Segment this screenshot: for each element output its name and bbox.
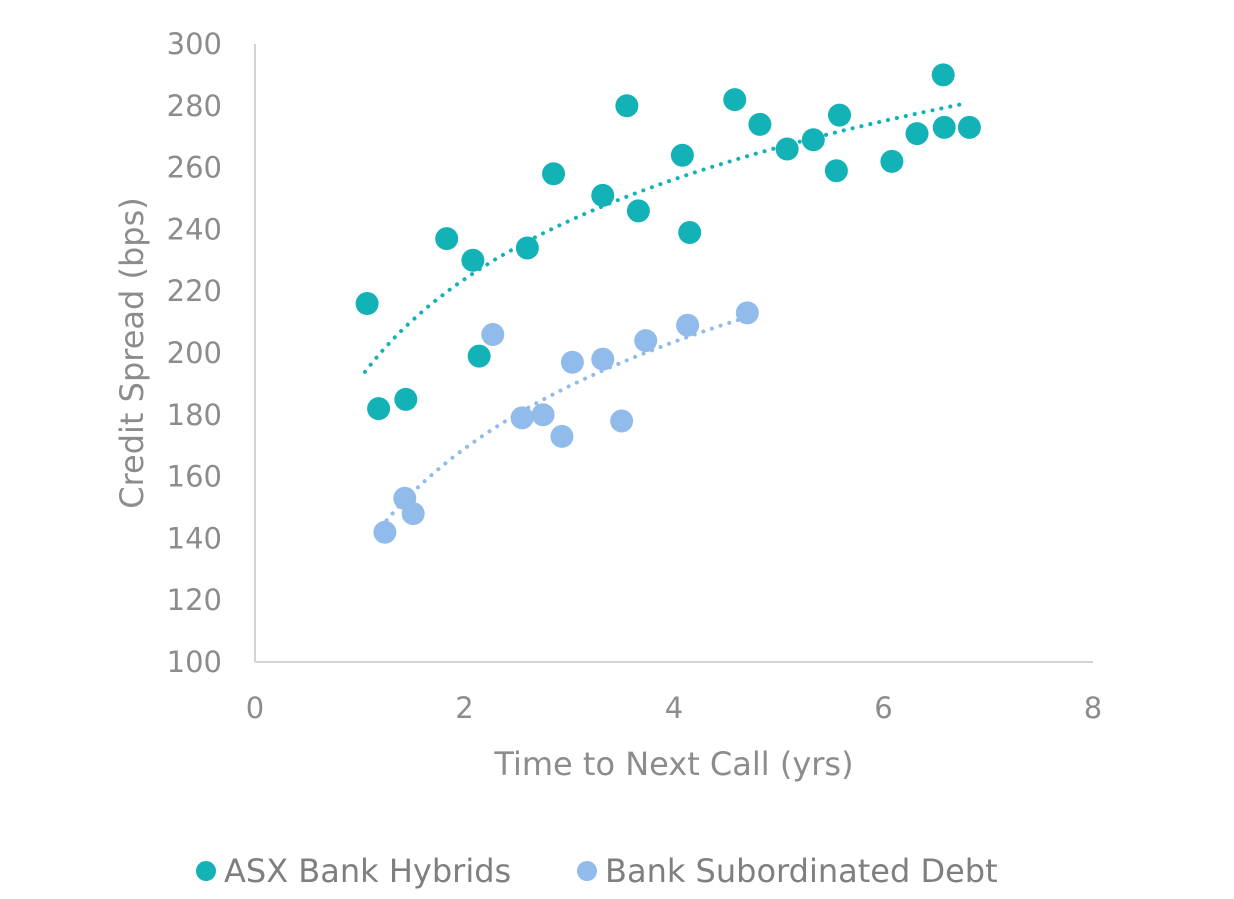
data-point-series-2 <box>401 502 425 526</box>
data-point-series-1 <box>932 115 956 139</box>
y-tick-label: 180 <box>167 398 222 432</box>
data-point-series-1 <box>615 94 639 118</box>
data-point-series-1 <box>678 220 702 244</box>
data-point-series-2 <box>510 406 534 430</box>
data-point-series-1 <box>515 236 539 260</box>
data-point-series-2 <box>373 520 397 544</box>
data-point-series-2 <box>676 313 700 337</box>
y-tick-label: 200 <box>167 336 222 370</box>
data-point-series-1 <box>828 103 852 127</box>
y-tick-label: 280 <box>167 89 222 123</box>
data-point-series-2 <box>634 329 658 353</box>
data-point-series-1 <box>355 292 379 316</box>
data-point-series-1 <box>775 137 799 161</box>
legend-marker-asx-bank-hybrids <box>196 861 216 881</box>
legend-item-bank-subordinated-debt: Bank Subordinated Debt <box>577 852 998 890</box>
data-point-series-1 <box>670 143 694 167</box>
data-point-series-2 <box>550 424 574 448</box>
y-axis-title: Credit Spread (bps) <box>113 197 151 509</box>
data-point-series-2 <box>610 409 634 433</box>
trendline-series-1 <box>363 101 970 374</box>
x-axis-title: Time to Next Call (yrs) <box>493 745 853 783</box>
legend-item-asx-bank-hybrids: ASX Bank Hybrids <box>196 852 511 890</box>
data-point-series-1 <box>542 162 566 186</box>
y-tick-label: 140 <box>167 521 222 555</box>
data-point-series-1 <box>467 344 491 368</box>
x-tick-label: 2 <box>455 691 473 725</box>
legend: ASX Bank Hybrids Bank Subordinated Debt <box>196 852 998 890</box>
data-point-series-2 <box>591 347 615 371</box>
data-point-series-1 <box>367 397 391 421</box>
legend-label-asx-bank-hybrids: ASX Bank Hybrids <box>224 852 511 890</box>
data-point-series-1 <box>461 248 485 272</box>
y-tick-label: 120 <box>167 583 222 617</box>
data-point-series-1 <box>626 199 650 223</box>
data-point-series-1 <box>801 128 825 152</box>
data-point-series-2 <box>560 350 584 374</box>
y-tick-label: 220 <box>167 274 222 308</box>
legend-label-bank-subordinated-debt: Bank Subordinated Debt <box>605 852 998 890</box>
data-point-series-1 <box>957 115 981 139</box>
y-tick-label: 240 <box>167 212 222 246</box>
data-point-series-2 <box>531 403 555 427</box>
data-point-series-1 <box>435 227 459 251</box>
data-point-series-1 <box>591 183 615 207</box>
data-point-series-1 <box>723 88 747 112</box>
y-tick-labels: 100 120 140 160 180 200 220 240 260 280 300 <box>167 27 222 679</box>
data-point-series-2 <box>481 322 505 346</box>
data-points <box>355 63 981 544</box>
data-point-series-1 <box>394 387 418 411</box>
legend-marker-bank-subordinated-debt <box>577 861 597 881</box>
trendlines <box>363 101 970 530</box>
trendline-series-2 <box>378 315 750 530</box>
data-point-series-1 <box>824 159 848 183</box>
y-tick-label: 160 <box>167 460 222 494</box>
y-tick-label: 300 <box>167 27 222 61</box>
y-tick-label: 260 <box>167 151 222 185</box>
x-tick-label: 6 <box>874 691 892 725</box>
x-tick-label: 0 <box>246 691 264 725</box>
data-point-series-1 <box>880 149 904 173</box>
data-point-series-1 <box>931 63 955 87</box>
x-tick-label: 8 <box>1084 691 1102 725</box>
x-tick-labels: 0 2 4 6 8 <box>246 691 1102 725</box>
x-tick-label: 4 <box>665 691 683 725</box>
data-point-series-1 <box>748 112 772 136</box>
axes <box>254 44 1093 663</box>
y-tick-label: 100 <box>167 645 222 679</box>
data-point-series-1 <box>905 122 929 146</box>
data-point-series-2 <box>735 301 759 325</box>
